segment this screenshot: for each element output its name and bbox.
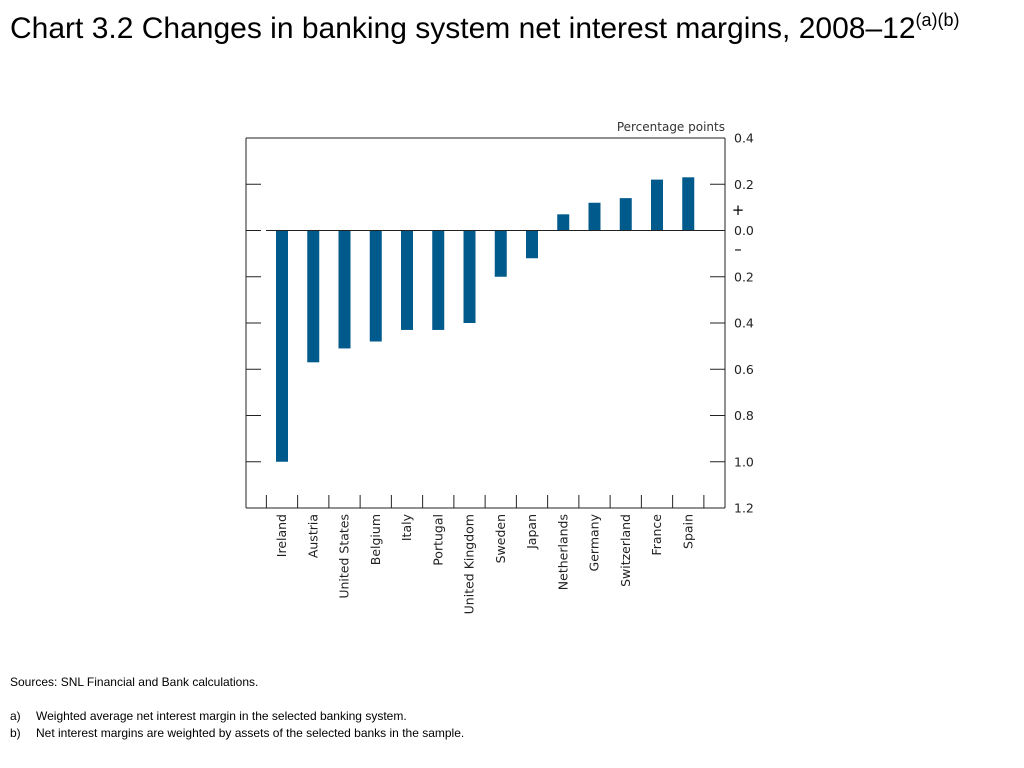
- bar-italy: [401, 230, 413, 330]
- x-tick-label: Sweden: [493, 514, 508, 563]
- chart-title-superscript: (a)(b): [915, 10, 960, 30]
- footnote-marker: a): [10, 709, 21, 723]
- bar-austria: [307, 230, 320, 363]
- footnote-b: b) Net interest margins are weighted by …: [10, 725, 910, 742]
- bar-united-kingdom: [463, 230, 476, 323]
- x-axis: Ireland Austria United States Belgium Italy P…: [265, 495, 705, 614]
- x-tick-label: United States: [337, 514, 352, 599]
- footnote-text: Weighted average net interest margin in …: [36, 709, 407, 723]
- x-tick-label: Germany: [587, 513, 602, 571]
- y-tick-label: 0.8: [734, 408, 754, 423]
- chart-title: Chart 3.2 Changes in banking system net …: [10, 10, 1010, 48]
- y-tick-label: 0.2: [734, 269, 754, 284]
- x-tick-label: Japan: [524, 514, 539, 550]
- y-tick-label: 1.2: [734, 501, 754, 516]
- footnote-text: Net interest margins are weighted by ass…: [36, 726, 465, 740]
- y-tick-label: 0.4: [734, 131, 754, 146]
- bar-ireland: [276, 230, 288, 462]
- bar-spain: [682, 177, 695, 231]
- x-tick-label: Spain: [680, 514, 695, 549]
- bar-japan: [526, 230, 538, 259]
- bar-sweden: [494, 230, 507, 277]
- bar-netherlands: [557, 214, 570, 231]
- bar-portugal: [432, 230, 445, 330]
- y-tick-label: 0.0: [734, 223, 754, 238]
- bar-chart: 0.4 0.2 0.0 0.2 0.4 0.6 0.8 1.0 1.2 Ireland Austr…: [245, 120, 754, 614]
- negative-sign-label: –: [734, 240, 742, 258]
- footnote-marker: b): [10, 726, 21, 740]
- y-tick-label: 0.4: [734, 316, 754, 331]
- y-axis: 0.4 0.2 0.0 0.2 0.4 0.6 0.8 1.0 1.2: [246, 131, 754, 516]
- x-tick-label: Belgium: [368, 514, 383, 565]
- y-tick-label: 1.0: [734, 454, 754, 469]
- x-tick-label: Austria: [305, 514, 320, 558]
- x-tick-label: Netherlands: [555, 514, 570, 590]
- bar-germany: [588, 202, 601, 231]
- x-tick-label: Italy: [399, 513, 414, 541]
- footnote-a: a) Weighted average net interest margin …: [10, 708, 910, 725]
- unit-label: Percentage points: [617, 120, 725, 134]
- x-tick-label: United Kingdom: [462, 514, 477, 614]
- bar-france: [651, 179, 663, 231]
- chart-title-text: Chart 3.2 Changes in banking system net …: [10, 12, 916, 45]
- bars-group: [276, 177, 695, 462]
- bar-switzerland: [619, 198, 632, 231]
- bar-united-states: [338, 230, 351, 349]
- x-tick-label: Portugal: [430, 514, 445, 566]
- sources-note: Sources: SNL Financial and Bank calculat…: [10, 675, 259, 689]
- y-tick-label: 0.6: [734, 362, 754, 377]
- x-tick-label: France: [649, 514, 664, 556]
- x-tick-label: Ireland: [274, 514, 289, 557]
- x-tick-label: Switzerland: [618, 514, 633, 587]
- chart-notes: Sources: SNL Financial and Bank calculat…: [10, 674, 910, 742]
- positive-sign-label: +: [732, 201, 745, 219]
- y-tick-label: 0.2: [734, 177, 754, 192]
- bar-belgium: [369, 230, 382, 342]
